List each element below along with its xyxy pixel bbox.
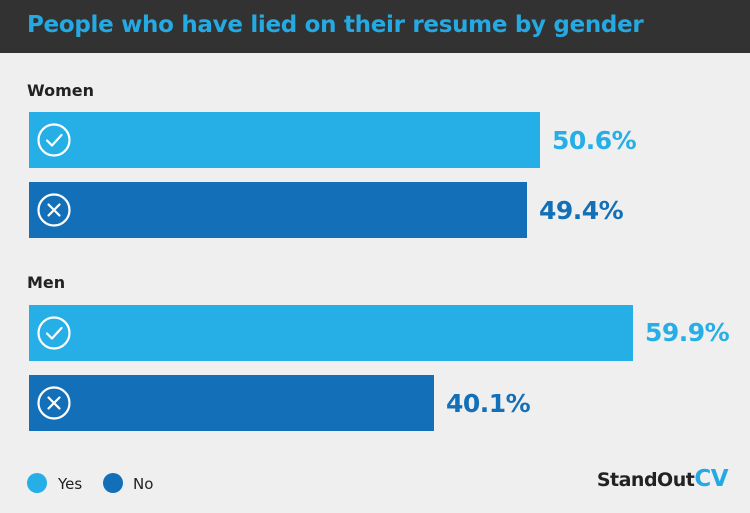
value-label-women-yes: 50.6% [552,126,637,155]
brand-logo: StandOutCV [596,466,729,492]
value-label-men-yes: 59.9% [645,318,730,347]
category-label-men: Men [27,273,66,292]
check-circle-icon [37,123,71,157]
title-bar: People who have lied on their resume by … [0,0,750,53]
brand-name: StandOut [596,469,695,491]
chart-title: People who have lied on their resume by … [27,12,644,38]
value-label-women-no: 49.4% [539,196,624,225]
legend-label-yes: Yes [58,475,83,493]
category-label-women: Women [27,81,94,100]
legend-swatch-no [103,473,123,493]
value-label-men-no: 40.1% [446,389,531,418]
bar-men-no [29,375,434,431]
x-circle-icon [37,193,71,227]
bar-women-no [29,182,527,238]
brand-suffix: CV [694,466,728,492]
legend-swatch-yes [27,473,47,493]
legend-label-no: No [133,475,154,493]
x-circle-icon [37,386,71,420]
bar-men-yes [29,305,633,361]
check-circle-icon [37,316,71,350]
bar-women-yes [29,112,540,168]
